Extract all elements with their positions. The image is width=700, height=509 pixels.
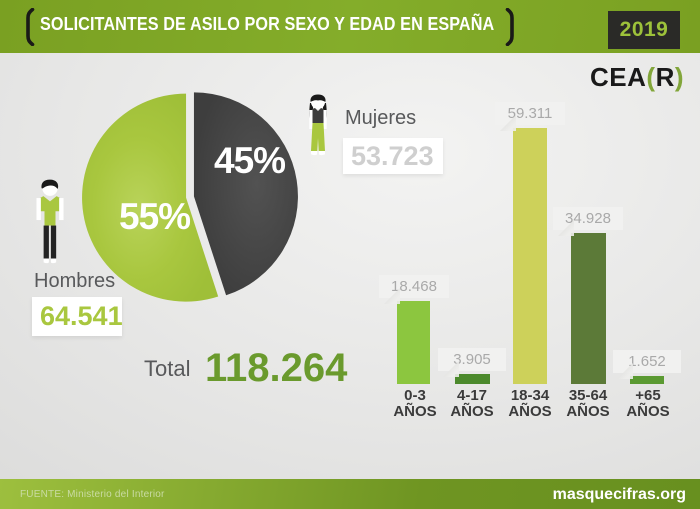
svg-text:45%: 45% <box>214 140 285 181</box>
svg-text:55%: 55% <box>119 196 190 237</box>
